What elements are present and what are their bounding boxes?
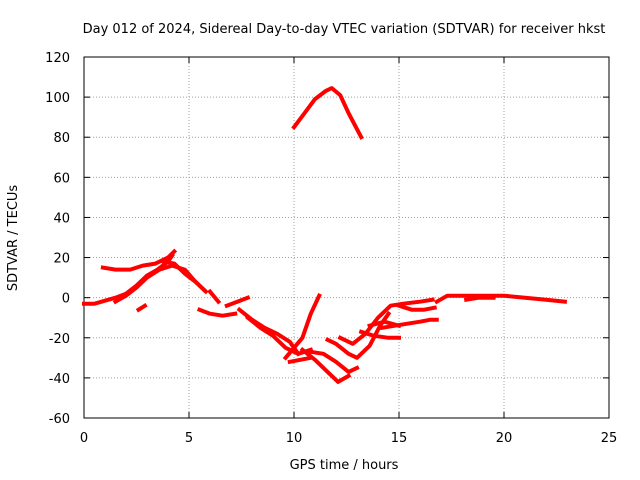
- series-arc-6: [207, 288, 222, 305]
- series-arc-7: [196, 307, 238, 318]
- series-arc-12: [287, 355, 314, 365]
- series-arc-21: [434, 293, 568, 305]
- y-tick-label: 80: [53, 131, 70, 146]
- data-layer: [82, 86, 568, 384]
- series-arc-19: [379, 317, 439, 331]
- y-tick-label: 120: [45, 51, 70, 66]
- series-arc-2: [100, 248, 178, 272]
- series-arc-16: [337, 297, 435, 346]
- x-tick-label: 25: [601, 431, 618, 446]
- series-arc-14: [308, 349, 360, 374]
- series-arc-11: [282, 293, 322, 361]
- y-tick-label: 0: [62, 292, 70, 307]
- y-tick-label: -20: [49, 332, 70, 347]
- y-axis-label: SDTVAR / TECUs: [6, 185, 21, 292]
- series-arc-15: [324, 310, 392, 360]
- series-arc-20: [396, 303, 438, 312]
- y-tick-label: -40: [49, 372, 70, 387]
- series-arc-23: [291, 86, 364, 140]
- series-arc-10: [244, 314, 314, 356]
- series-arc-18: [358, 329, 401, 340]
- y-tick-label: 100: [45, 91, 70, 106]
- plot-frame: [83, 56, 610, 419]
- y-tick-label: -60: [49, 412, 70, 427]
- x-tick-label: 10: [286, 431, 303, 446]
- x-tick-label: 20: [496, 431, 513, 446]
- x-tick-label: 0: [80, 431, 88, 446]
- series-arc-13: [299, 346, 352, 384]
- tick-layer: -60 -40 -20 0 20 40 60 80 100 120 0 5 10 15 20 25: [45, 51, 617, 446]
- series-arc-22: [463, 295, 496, 302]
- y-tick-label: 40: [53, 211, 70, 226]
- series-arc-8: [224, 295, 251, 309]
- y-tick-label: 60: [53, 171, 70, 186]
- x-tick-label: 5: [185, 431, 193, 446]
- y-tick-label: 20: [53, 252, 70, 267]
- chart-title: Day 012 of 2024, Sidereal Day-to-day VTE…: [83, 22, 606, 37]
- series-arc-5: [161, 259, 207, 293]
- x-axis-label: GPS time / hours: [290, 458, 399, 473]
- x-tick-label: 15: [391, 431, 408, 446]
- series-arc-4: [135, 302, 148, 313]
